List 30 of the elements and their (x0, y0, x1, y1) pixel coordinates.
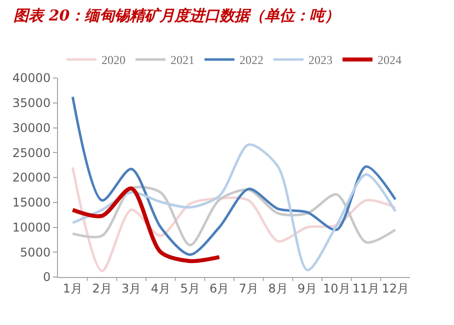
chart-title: 图表 20：缅甸锡精矿月度进口数据（单位：吨） (14, 6, 340, 24)
y-tick-label: 5000 (20, 245, 51, 260)
x-tick-label: 6月 (210, 281, 230, 296)
y-tick-label: 25000 (12, 146, 51, 160)
line-series (71, 96, 397, 256)
x-tick-label: 5月 (180, 281, 200, 296)
y-tick-label: 35000 (12, 96, 51, 110)
legend-label: 2023 (308, 53, 332, 68)
legend-label: 2022 (240, 53, 264, 68)
x-tick-label: 1月 (62, 281, 82, 296)
x-tick-label: 12月 (382, 281, 409, 296)
y-tick-label: 40000 (12, 71, 51, 86)
x-tick-label: 3月 (122, 281, 142, 296)
y-tick-label: 0 (42, 270, 51, 284)
x-tick-label: 11月 (352, 281, 380, 296)
x-tick-label: 7月 (238, 281, 258, 296)
line-series (70, 186, 222, 264)
x-tick-label: 9月 (298, 281, 318, 296)
legend-label: 2020 (102, 53, 126, 68)
y-tick-label: 15000 (12, 196, 51, 210)
x-tick-label: 10月 (323, 281, 350, 296)
line-series (71, 143, 397, 272)
x-tick-label: 4月 (150, 281, 170, 296)
legend-label: 2024 (378, 53, 402, 68)
legend-label: 2021 (170, 53, 194, 68)
x-tick-label: 8月 (268, 281, 288, 296)
y-tick-label: 20000 (12, 170, 51, 185)
y-tick-label: 10000 (12, 220, 51, 234)
x-tick-label: 2月 (92, 281, 112, 296)
y-tick-label: 30000 (12, 120, 51, 135)
